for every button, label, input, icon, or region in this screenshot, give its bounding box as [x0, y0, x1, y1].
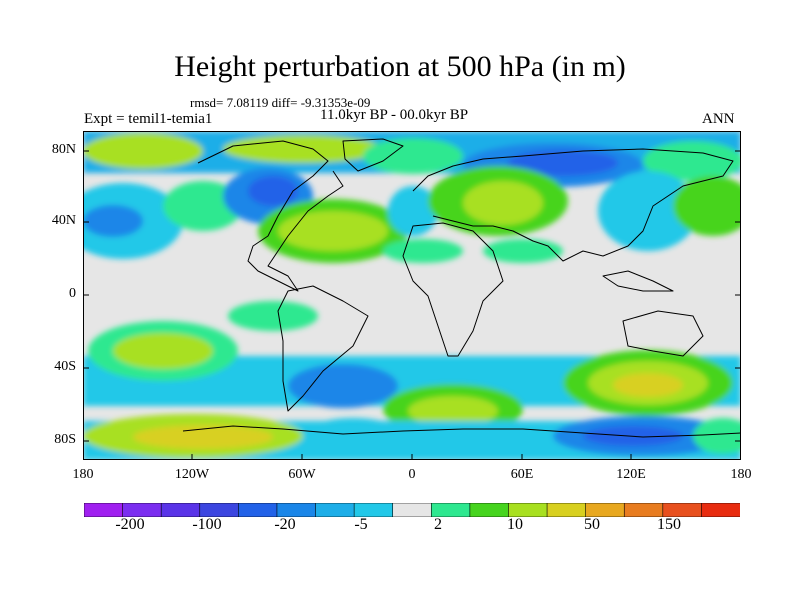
lon-tick-label: 60W	[288, 467, 316, 482]
colorbar-swatch	[353, 502, 394, 518]
lat-tick-label: 0	[69, 286, 76, 301]
colorbar-label: 10	[507, 516, 523, 533]
colorbar-label: -200	[115, 516, 145, 533]
lat-tick-label: 40S	[54, 359, 76, 374]
colorbar-swatch	[315, 502, 355, 518]
experiment-label: Expt = temil1-temia1	[84, 111, 213, 127]
colorbar-swatch	[392, 502, 433, 518]
axis-ticks	[83, 150, 741, 460]
colorbar-swatch	[701, 502, 741, 518]
lon-tick-label: 120E	[616, 467, 646, 482]
contour-fill	[83, 131, 741, 460]
height-perturbation-map	[83, 131, 741, 460]
colorbar-swatch	[469, 502, 510, 518]
period-label: 11.0kyr BP - 00.0kyr BP	[320, 107, 469, 123]
colorbar-swatch	[83, 502, 124, 518]
lat-tick-label: 80S	[54, 432, 76, 447]
stats-text: rmsd= 7.08119 diff= -9.31353e-09	[190, 95, 371, 110]
plot-title: Height perturbation at 500 hPa (in m)	[174, 50, 626, 83]
colorbar-swatch	[430, 502, 471, 518]
colorbar-swatch	[546, 502, 587, 518]
lat-tick-label: 40N	[51, 213, 76, 228]
lon-tick-label: 180	[730, 467, 752, 482]
colorbar-swatch	[662, 502, 703, 518]
colorbar-label: 2	[434, 516, 442, 533]
colorbar-swatch	[623, 502, 664, 518]
lon-tick-label: 0	[408, 467, 416, 482]
colorbar-swatch	[160, 502, 201, 518]
colorbar-swatch	[199, 502, 240, 518]
lat-tick-label: 80N	[51, 142, 76, 157]
colorbar-swatch	[585, 502, 626, 518]
lon-tick-label: 60E	[510, 467, 534, 482]
colorbar	[83, 502, 741, 518]
colorbar-swatch	[276, 502, 317, 518]
colorbar-label: 50	[584, 516, 600, 533]
colorbar-swatch	[238, 502, 278, 518]
lon-tick-label: 120W	[174, 467, 210, 482]
season-label: ANN	[702, 111, 735, 127]
colorbar-label: -5	[354, 516, 368, 533]
lon-tick-label: 180	[72, 467, 94, 482]
colorbar-swatch	[122, 502, 162, 518]
colorbar-swatch	[508, 502, 548, 518]
colorbar-label: 150	[657, 516, 681, 533]
colorbar-label: -100	[192, 516, 222, 533]
coastlines	[182, 138, 741, 438]
colorbar-label: -20	[274, 516, 296, 533]
